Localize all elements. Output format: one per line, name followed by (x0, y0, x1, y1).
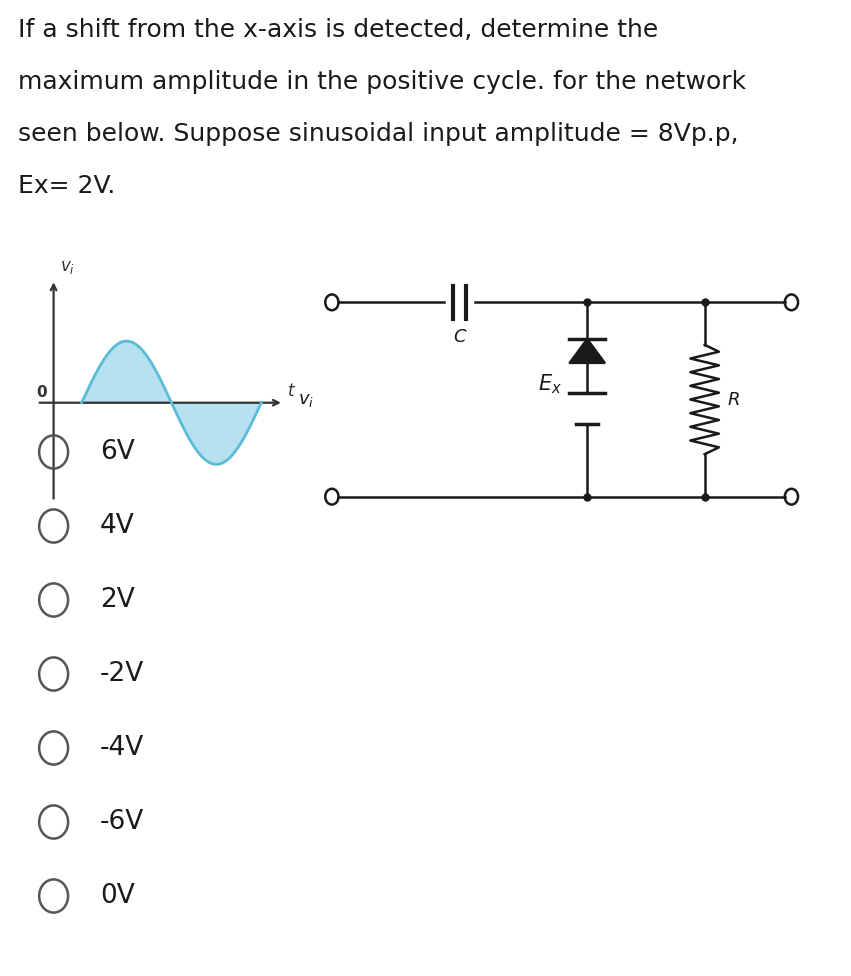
Text: 4V: 4V (100, 513, 134, 539)
Text: maximum amplitude in the positive cycle. for the network: maximum amplitude in the positive cycle.… (18, 70, 746, 94)
Text: 0V: 0V (100, 883, 134, 909)
Text: R: R (728, 390, 740, 409)
Text: $t$: $t$ (287, 382, 295, 399)
Text: $v_i$: $v_i$ (298, 390, 314, 409)
Text: If a shift from the x-axis is detected, determine the: If a shift from the x-axis is detected, … (18, 18, 659, 42)
Text: $E_x$: $E_x$ (538, 373, 562, 396)
Text: -2V: -2V (100, 661, 145, 687)
Text: -4V: -4V (100, 735, 145, 761)
Text: C: C (454, 328, 465, 346)
Text: $v_i$: $v_i$ (60, 259, 76, 276)
Text: -6V: -6V (100, 809, 145, 835)
Text: 2V: 2V (100, 587, 134, 613)
Text: seen below. Suppose sinusoidal input amplitude = 8Vp.p,: seen below. Suppose sinusoidal input amp… (18, 122, 739, 146)
Text: $\mathbf{0}$: $\mathbf{0}$ (36, 384, 48, 399)
Text: Ex= 2V.: Ex= 2V. (18, 174, 116, 198)
Text: 6V: 6V (100, 439, 134, 465)
Polygon shape (569, 339, 605, 363)
